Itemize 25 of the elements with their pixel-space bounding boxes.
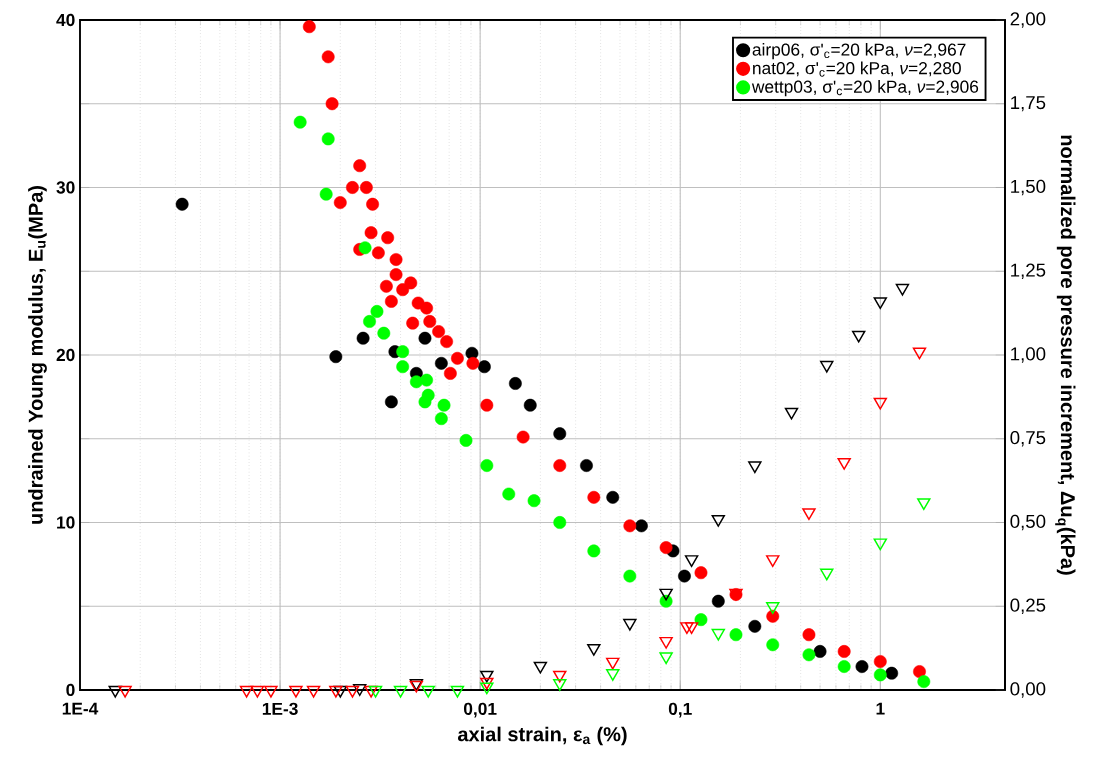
x-tick-label: 1E-4 [62, 702, 99, 715]
y-tick-label: 20 [56, 348, 75, 362]
y2-tick-label: 1,00 [1011, 347, 1046, 363]
y-tick-label: 30 [56, 181, 75, 194]
y-axis-title: undrained Young modulus, E$_{u}$(MPa) [28, 186, 47, 524]
x-tick-label: 0,01 [463, 702, 497, 718]
legend-label: wettp03, σ'$_{c}$=20 kPa, ν=2,906 [751, 80, 979, 97]
legend-label: nat02, σ'$_{c}$=20 kPa, ν=2,280 [753, 61, 961, 77]
y-tick-label: 40 [56, 13, 75, 27]
y-tick-label: 10 [57, 516, 75, 529]
x-axis-title: axial strain, ε$_{a}$ (%) [457, 726, 627, 746]
y2-tick-label: 1,25 [1011, 263, 1046, 279]
y2-tick-label: 1,50 [1011, 179, 1046, 196]
y-tick-label: 0 [66, 683, 75, 697]
x-tick-label: 1 [876, 702, 885, 715]
legend-label: airp06, σ'$_{c}$=20 kPa, ν=2,967 [752, 43, 966, 60]
x-tick-label: 1E-3 [262, 702, 298, 715]
y2-tick-label: 0,00 [1010, 682, 1046, 698]
y2-tick-label: 2,00 [1010, 12, 1046, 28]
y2-tick-label: 1,75 [1011, 96, 1046, 112]
y2-tick-label: 0,75 [1010, 431, 1046, 447]
x-tick-label: 0,1 [668, 702, 692, 718]
y2-axis-title: normalized pore pressure increment, Δu$_{q}$(kPa) [1055, 135, 1076, 575]
y2-tick-label: 0,50 [1010, 514, 1046, 531]
y2-tick-label: 0,25 [1010, 598, 1046, 614]
